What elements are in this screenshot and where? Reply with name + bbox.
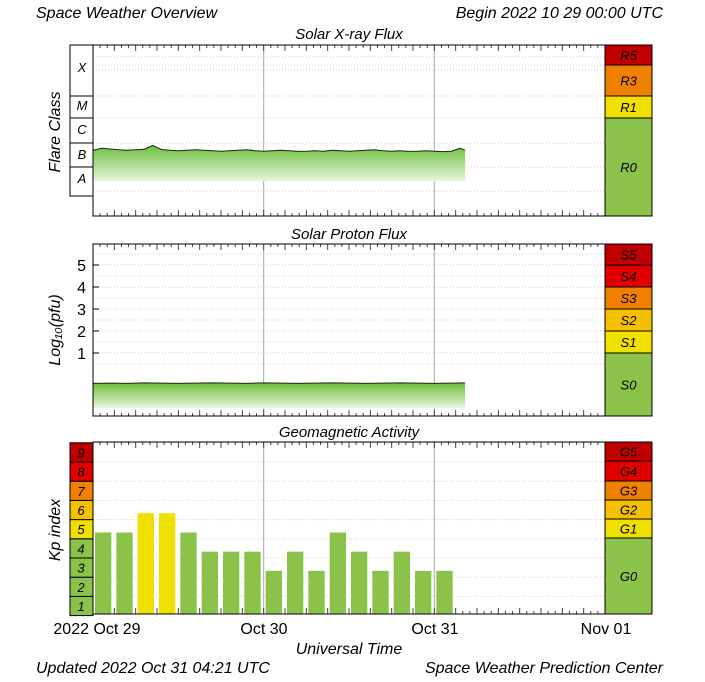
class-label-M: M: [77, 98, 88, 113]
xray-title: Solar X-ray Flux: [295, 26, 403, 43]
proton-y-tick-label: 2: [77, 324, 86, 341]
xray-ylabel: Flare Class: [47, 92, 64, 173]
geomag-scale-label: G5: [620, 445, 638, 460]
kp-bar: [329, 532, 346, 614]
kp-bar: [436, 570, 453, 614]
proton-y-tick-label: 3: [77, 302, 86, 319]
proton-ylabel: Log₁₀(pfu): [47, 294, 64, 365]
proton-line: [92, 382, 466, 384]
kp-tick-label: 2: [76, 580, 85, 595]
x-tick-label: Oct 31: [411, 621, 458, 638]
kp-bar: [159, 513, 176, 614]
x-tick-label: Nov 01: [581, 621, 632, 638]
kp-bar: [223, 551, 240, 614]
class-label-B: B: [78, 147, 87, 162]
geomag-scale-label: G1: [620, 522, 637, 537]
kp-bar: [244, 551, 261, 614]
kp-tick-label: 9: [77, 445, 84, 460]
kp-tick-label: 7: [77, 484, 85, 499]
footer-updated: Updated 2022 Oct 31 04:21 UTC: [36, 660, 270, 677]
kp-bar: [287, 551, 304, 614]
xray-scale-label: R1: [620, 100, 637, 115]
header-title: Space Weather Overview: [36, 5, 219, 22]
proton-scale-label: S5: [621, 248, 638, 263]
xray-scale-cell: [604, 64, 653, 97]
kp-bar: [372, 570, 389, 614]
xray-scale-label: R5: [620, 48, 637, 63]
proton-y-tick-label: 1: [77, 346, 86, 363]
proton-y-tick-label: 5: [77, 258, 86, 275]
proton-scale-label: S2: [621, 313, 638, 328]
proton-panel: 1 2 3 4 5 S5 S4 S3 S2 S1 S0: [77, 243, 653, 417]
xray-line: [92, 144, 466, 153]
kp-bar: [201, 551, 218, 614]
footer-source: Space Weather Prediction Center: [425, 660, 664, 677]
kp-bar: [137, 513, 154, 614]
geomag-scale-label: G0: [620, 569, 638, 584]
proton-scale-label: S3: [621, 291, 638, 306]
xray-scale-label: R0: [620, 160, 637, 175]
xray-area: [93, 145, 466, 181]
kp-bar: [415, 570, 432, 614]
geomag-ylabel: Kp index: [47, 498, 64, 561]
proton-scale-label: S0: [621, 378, 638, 393]
xray-scale-cell: [604, 117, 653, 217]
kp-tick-label: 6: [77, 503, 85, 518]
kp-bar: [180, 532, 197, 614]
xray-frame: [92, 44, 606, 217]
kp-tick-label: 3: [77, 561, 85, 576]
geomag-scale-cell: [604, 537, 653, 615]
proton-y-tick-label: 4: [77, 280, 86, 297]
x-tick-label: 2022 Oct 29: [53, 621, 140, 638]
geomag-scale-label: G2: [620, 503, 638, 518]
proton-scale-label: S4: [621, 269, 637, 284]
proton-area: [93, 382, 466, 408]
proton-scale-label: S1: [621, 335, 637, 350]
kp-tick-label: 5: [77, 522, 85, 537]
kp-bar: [393, 551, 410, 614]
class-label-X: X: [77, 60, 88, 75]
x-axis-label: Universal Time: [296, 641, 403, 658]
x-tick-label: Oct 30: [240, 621, 287, 638]
kp-bar: [308, 570, 325, 614]
proton-scale-cell: [604, 352, 653, 417]
kp-tick-label: 4: [77, 541, 84, 556]
class-label-A: A: [77, 171, 87, 186]
geomag-scale-label: G3: [620, 484, 638, 499]
kp-tick-label: 1: [77, 599, 84, 614]
kp-bar: [265, 570, 282, 614]
xray-scale-label: R3: [620, 74, 637, 89]
header-begin: Begin 2022 10 29 00:00 UTC: [456, 5, 664, 22]
geomag-scale-label: G4: [620, 464, 637, 479]
proton-title: Solar Proton Flux: [291, 226, 407, 243]
class-label-C: C: [77, 122, 87, 137]
kp-bar: [95, 532, 112, 614]
geomag-title: Geomagnetic Activity: [279, 424, 421, 441]
geomag-panel: 1 2 3 4 5 6 7 8 9 G5 G4 G3 G2 G1 G0: [69, 441, 653, 617]
kp-bar: [116, 532, 133, 614]
kp-tick-label: 8: [77, 465, 85, 480]
kp-bar: [351, 551, 368, 614]
